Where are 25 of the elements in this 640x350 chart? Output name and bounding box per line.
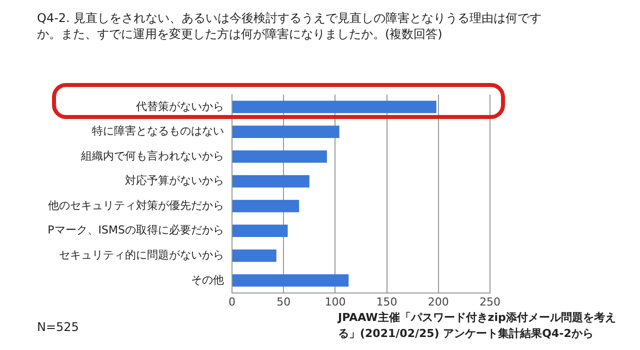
bar	[232, 200, 300, 212]
y-tick-label: 他のセキュリティ対策が優先だから	[48, 198, 224, 212]
y-tick-label: Pマーク、ISMSの取得に必要だから	[48, 224, 224, 237]
text: JPAAW主催「パスワード付きzip添付メール問題を考える」(2021/02/25) アンケート集計結果Q4-2から	[338, 310, 617, 342]
x-tick-label: 50	[276, 295, 291, 308]
x-tick-label: 150	[376, 295, 398, 308]
bar	[232, 249, 276, 262]
bar	[232, 274, 349, 287]
chart-title: Q4-2. 見直しをされない、あるいは今後検討するうえで見直しの障害となりうる理由は何ですか。また、すでに運用を変更した方は何が障害になりましたか。(複数回答)	[37, 10, 543, 42]
y-tick-label: 対応予算がないから	[125, 174, 224, 188]
bar	[232, 100, 436, 114]
y-tick-label: セキュリティ的に問題がないから	[59, 248, 224, 262]
y-tick-label: 特に障害となるものはない	[92, 124, 224, 138]
y-tick-label: その他	[191, 273, 224, 286]
bar	[232, 150, 327, 163]
x-tick-label: 200	[428, 295, 449, 308]
x-tick-label: 250	[480, 295, 500, 308]
x-tick-label: 0	[228, 295, 236, 308]
bar	[232, 175, 310, 188]
x-tick-label: 100	[324, 295, 346, 308]
text: N=525	[37, 320, 79, 334]
bar	[232, 126, 340, 138]
bar	[232, 224, 288, 238]
y-tick-label: 代替策がないから	[135, 100, 224, 113]
y-tick-label: 組織内で何も言われないから	[80, 149, 224, 162]
